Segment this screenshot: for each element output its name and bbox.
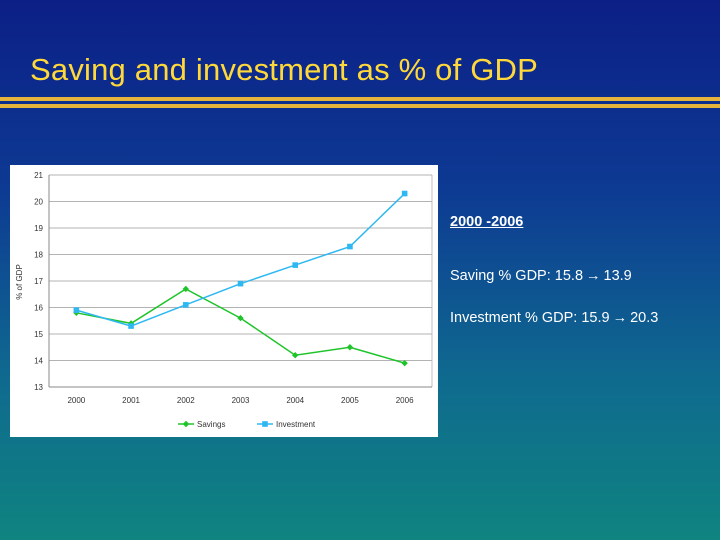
savings-legend-marker: [182, 420, 190, 428]
y-tick-label: 17: [34, 277, 43, 286]
chart-background: [10, 165, 438, 437]
x-tick-labels: 2000 2001 2002 2003 2004 2005 2006: [67, 396, 414, 405]
investment-data-point: [237, 280, 244, 287]
savings-data-point: [401, 359, 408, 367]
period-heading: 2000 -2006: [450, 214, 524, 230]
right-arrow-icon: →: [586, 268, 601, 284]
x-tick-label: 2005: [341, 396, 359, 405]
investment-data-point: [292, 262, 299, 268]
y-tick-label: 15: [34, 330, 43, 339]
saving-summary: Saving % GDP: 15.8 → 13.9: [450, 268, 632, 284]
saving-from-value: 15.8: [554, 268, 584, 284]
title-underline-top: [0, 97, 720, 101]
investment-data-point: [73, 307, 80, 313]
investment-summary: Investment % GDP: 15.9 → 20.3: [450, 310, 658, 326]
investment-label: Investment % GDP:: [450, 310, 578, 326]
saving-to-value: 13.9: [603, 268, 632, 284]
savings-legend-label: Savings: [197, 420, 225, 429]
y-tick-labels: 13 14 15 16 17 18 19 20 21: [34, 171, 43, 392]
savings-data-point: [292, 352, 299, 359]
x-tick-label: 2003: [232, 396, 250, 405]
y-tick-label: 13: [34, 383, 43, 392]
saving-label: Saving % GDP:: [450, 268, 551, 284]
right-arrow-icon: →: [612, 310, 628, 326]
investment-data-point: [401, 190, 408, 197]
y-tick-label: 18: [34, 251, 43, 260]
investment-data-point: [182, 302, 189, 308]
x-tick-label: 2004: [286, 396, 304, 405]
investment-legend-marker: [262, 421, 268, 427]
x-tick-label: 2001: [122, 396, 140, 405]
y-tick-label: 16: [34, 304, 43, 313]
savings-data-point: [346, 344, 354, 351]
savings-data-point: [182, 285, 189, 293]
y-axis-label: % of GDP: [15, 264, 24, 300]
y-tick-label: 21: [34, 171, 43, 180]
y-tick-label: 19: [34, 224, 43, 233]
y-tick-label: 14: [34, 357, 43, 366]
investment-to-value: 20.3: [630, 310, 659, 326]
savings-data-point: [237, 314, 244, 322]
investment-legend-label: Investment: [276, 420, 316, 429]
investment-data-point: [347, 243, 353, 250]
investment-from-value: 15.9: [581, 310, 610, 326]
y-tick-label: 20: [34, 198, 43, 207]
x-tick-label: 2000: [67, 396, 85, 405]
axes: [48, 175, 433, 388]
legend: Savings Investment: [178, 420, 316, 429]
x-tick-label: 2006: [396, 396, 414, 405]
x-tick-label: 2002: [177, 396, 195, 405]
slide-title: Saving and investment as % of GDP: [30, 52, 539, 87]
title-underline-bottom: [0, 104, 720, 108]
series-layer: [73, 190, 408, 367]
investment-data-point: [128, 323, 134, 329]
